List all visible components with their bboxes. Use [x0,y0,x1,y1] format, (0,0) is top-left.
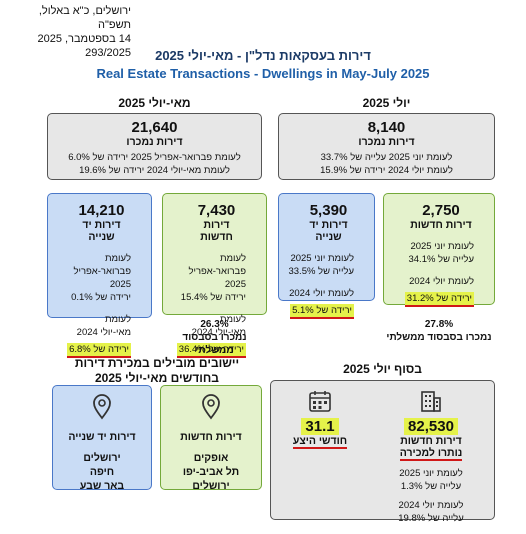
heading-line: יישובים מובילים במכירת דירות [74,356,240,370]
stock-box: 31.1 חודשי היצע 82,530 דירות חדשות נותרו… [270,380,495,524]
pin-icon [202,394,220,420]
town: באר שבע [79,480,125,492]
comparison-line: לעומת פברואר-אפריל 2025 ירידה של 6.0% [68,152,241,163]
leading-box: דירות חדשות אופקים תל אביב-יפו ירושלים [160,385,262,492]
supply-value: 31.1 [301,418,339,435]
comparison-line: ירידה של 36.4% [176,343,246,358]
comparison-group: לעומת יולי 2024 ירידה של 5.1% [283,287,354,319]
comparison-line: לעומת [104,314,131,325]
comparison-group: לעומת מאי-יולי 2024 ירידה של 36.4% [167,313,246,358]
box-label: דירות יד שנייה [68,431,136,443]
comparison-line: לעומת מאי-יולי 2024 ירידה של 19.6% [79,165,230,176]
comparison-line: עלייה של 34.1% [408,254,474,265]
letterhead: ירושלים, כ"א באלול, תשפ"ה 14 בספטמבר, 20… [6,4,132,60]
comparison-group: לעומת פברואר-אפריל 2025 ירידה של 15.4% [167,252,246,304]
second-hand-box: 5,390 דירות יד שנייה לעומת יוני 2025 עלייה … [278,193,375,319]
town: אופקים [193,452,229,464]
unsold-value: 82,530 [404,418,458,435]
comparison-line: פברואר-אפריל 2025 [188,266,246,290]
comparison-line: ירידה של 6.8% [67,343,131,358]
comparison-line: לעומת יולי 2024 [398,500,464,511]
comparison-line: מאי-יולי 2024 [191,327,246,338]
pin-icon [93,394,111,420]
comparison-line: לעומת יוני 2025 [399,468,463,479]
box-label: דירות יד שנייה [82,219,121,243]
town: ירושלים [192,480,230,492]
box-label: דירות נמכרו [126,136,183,148]
heading-line: בחודשים מאי-יולי 2025 [95,371,219,385]
doc-number: 293/2025 [85,47,131,59]
unsold: 82,530 דירות חדשות נותרו למכירה לעומת יו… [381,389,481,525]
date: 14 בספטמבר, 2025 [37,33,132,45]
supply-label: חודשי היצע [292,435,348,449]
total-box: 8,140 דירות נמכרו לעומת יוני 2025 עלייה של… [278,113,495,180]
comparison-line: לעומת יוני 2025 [290,253,354,264]
box-value: 21,640 [131,119,178,136]
subsidized-label: נמכרו בסבסוד ממשלתי [386,332,492,343]
column-heading: מאי-יולי 2025 [118,96,191,110]
comparison-line: ירידה של 5.1% [290,304,354,319]
comparison-line: מאי-יולי 2024 [76,327,131,338]
subsidized-share: 27.8% [424,319,454,330]
comparison-line: לעומת [219,253,246,264]
box-label: דירות חדשות [410,219,472,231]
subsidized: 27.8% נמכרו בסבסוד ממשלתי [383,318,495,344]
comparison-line: ירידה של 15.4% [180,292,246,303]
comparison-line: עלייה של 19.8% [398,513,464,524]
town: ירושלים [83,452,121,464]
leading-heading: יישובים מובילים במכירת דירות בחודשים מאי… [47,356,267,386]
box-value: 7,430 [197,202,236,219]
column-heading: יולי 2025 [362,96,411,110]
unsold-label: נותרו למכירה [399,447,463,461]
comparison-line: לעומת [104,253,131,264]
comparison-line: לעומת יוני 2025 [410,241,474,252]
new-box: 2,750 דירות חדשות לעומת יוני 2025 עלייה של … [383,193,495,307]
box-value: 5,390 [309,202,348,219]
comparison-line: עלייה של 1.3% [400,481,462,492]
subsidized-share: 26.3% [200,319,229,330]
box-label: דירות חדשות [200,219,233,243]
box-value: 8,140 [367,119,406,136]
building-icon [421,391,441,412]
comparison-group: לעומת יולי 2024 ירידה של 31.2% [388,275,474,307]
leading-box: דירות יד שנייה ירושלים חיפה באר שבע [52,385,152,492]
comparison-line: פברואר-אפריל 2025 [73,266,131,290]
comparison-group: לעומת מאי-יולי 2024 ירידה של 6.8% [52,313,131,358]
total-box: 21,640 דירות נמכרו לעומת פברואר-אפריל 2025… [47,113,262,180]
second-hand-box: 14,210 דירות יד שנייה לעומת פברואר-אפריל 20… [47,193,152,358]
comparison-line: לעומת יולי 2024 [409,276,474,287]
subsidized: 26.3% נמכרו בסבסוד ממשלתי [162,318,267,357]
box-label: דירות נמכרו [358,136,415,148]
title-hebrew: דירות בעסקאות נדל"ן - מאי-יולי 2025 [155,48,371,63]
comparison-group: לעומת יוני 2025 עלייה של 1.3% [381,467,481,493]
end-heading: בסוף יולי 2025 [343,362,422,376]
supply: 31.1 חודשי היצע [285,389,355,452]
title-english: Real Estate Transactions - Dwellings in … [96,66,430,81]
box-value: 14,210 [78,202,125,219]
unsold-comparisons: לעומת יוני 2025 עלייה של 1.3% לעומת יולי 2… [381,467,481,525]
new-box: 7,430 דירות חדשות לעומת פברואר-אפריל 2025 יר… [162,193,267,358]
calendar-icon [309,391,331,412]
unsold-label: דירות חדשות [400,435,462,447]
box-label: דירות יד שנייה [309,219,348,243]
place-date: ירושלים, כ"א באלול, תשפ"ה [38,5,131,31]
box-value: 2,750 [422,202,460,219]
comparison-line: ירידה של 0.1% [71,292,131,303]
subsidized-label: נמכרו בסבסוד ממשלתי [182,332,247,356]
comparison-line: ירידה של 31.2% [404,292,474,307]
comparison-group: לעומת יולי 2024 עלייה של 19.8% [381,499,481,525]
comparison-line: לעומת יולי 2024 ירידה של 15.9% [320,165,453,176]
comparison-line: לעומת יוני 2025 עלייה של 33.7% [320,152,453,163]
comparison-line: לעומת [219,314,246,325]
town: תל אביב-יפו [182,466,240,478]
comparison-line: עלייה של 33.5% [288,266,354,277]
town: חיפה [89,466,115,478]
comparison-group: לעומת יוני 2025 עלייה של 34.1% [388,240,474,266]
comparison-line: לעומת יולי 2024 [289,288,354,299]
box-label: דירות חדשות [180,431,242,443]
comparison-group: לעומת פברואר-אפריל 2025 ירידה של 0.1% [52,252,131,304]
comparison-group: לעומת יוני 2025 עלייה של 33.5% [283,252,354,278]
